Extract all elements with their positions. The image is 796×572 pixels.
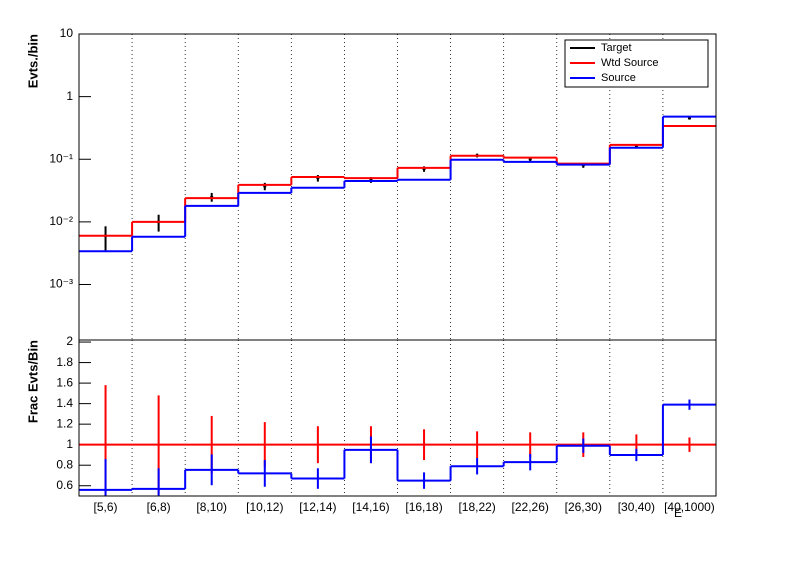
x-tick-label: [16,18)	[405, 500, 442, 514]
x-tick-label: [30,40)	[618, 500, 655, 514]
y-tick-label: 1	[66, 89, 73, 103]
legend-label: Wtd Source	[601, 57, 658, 69]
y-tick-label: 10⁻¹	[49, 151, 73, 165]
y-tick-label: 1.4	[56, 396, 73, 410]
x-tick-label: [12,14)	[299, 500, 336, 514]
y-tick-label: 1.6	[56, 375, 73, 389]
y-tick-label: 2	[66, 334, 73, 348]
y-tick-label: 10⁻³	[49, 277, 73, 291]
y-tick-label: 10	[60, 26, 74, 40]
x-tick-label: [18,22)	[458, 500, 495, 514]
legend-label: Target	[601, 42, 632, 54]
x-tick-label: [22,26)	[512, 500, 549, 514]
x-tick-label: [26,30)	[565, 500, 602, 514]
x-tick-label: [40,1000)	[664, 500, 715, 514]
legend-label: Source	[601, 72, 636, 84]
x-tick-label: [5,6)	[94, 500, 118, 514]
x-tick-label: [14,16)	[352, 500, 389, 514]
x-tick-label: [6,8)	[147, 500, 171, 514]
x-tick-label: [8,10)	[196, 500, 227, 514]
y-tick-label: 10⁻²	[49, 214, 73, 228]
y-tick-label: 1.2	[56, 416, 73, 430]
y-axis-label: Evts./bin	[25, 34, 40, 88]
plot-frame	[78, 339, 717, 497]
x-axis-label: E	[674, 506, 682, 520]
y-tick-label: 1.8	[56, 355, 73, 369]
y-tick-label: 0.6	[56, 478, 73, 492]
y-axis-label: Frac Evts/Bin	[25, 340, 40, 423]
y-tick-label: 0.8	[56, 457, 73, 471]
x-tick-label: [10,12)	[246, 500, 283, 514]
y-tick-label: 1	[66, 437, 73, 451]
